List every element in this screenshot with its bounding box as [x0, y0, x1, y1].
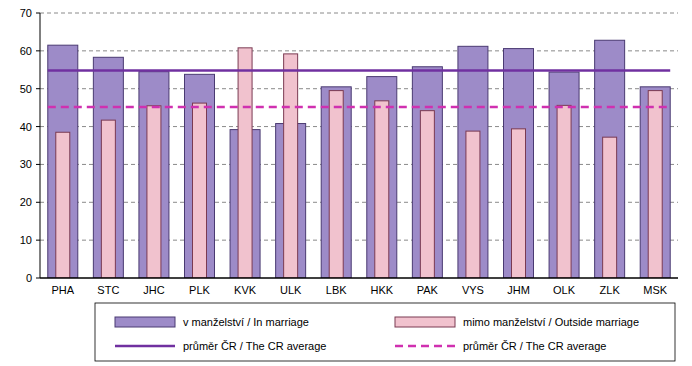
x-tick-label: JHM	[507, 284, 530, 296]
x-tick-label: PLK	[189, 284, 210, 296]
y-tick	[36, 202, 40, 203]
grid-line	[40, 126, 678, 127]
bar	[193, 103, 207, 278]
bar	[640, 87, 670, 278]
bar	[420, 111, 434, 278]
x-tick-label: STC	[97, 284, 119, 296]
bar	[412, 67, 442, 278]
bar	[549, 72, 579, 278]
y-axis	[40, 13, 41, 278]
y-tick-label: 0	[26, 272, 32, 284]
legend-box	[95, 303, 675, 361]
bar	[512, 129, 526, 278]
y-tick-label: 40	[20, 121, 32, 133]
bar	[56, 132, 70, 278]
legend-label: průměr ČR / The CR average	[183, 340, 326, 352]
y-tick	[36, 126, 40, 127]
x-tick-label: HKK	[370, 284, 393, 296]
bar	[185, 74, 215, 278]
legend-swatch	[115, 317, 175, 327]
bar	[101, 120, 115, 278]
legend-swatch	[395, 317, 455, 327]
bar	[504, 49, 534, 278]
y-tick-label: 10	[20, 234, 32, 246]
y-tick-label: 60	[20, 45, 32, 57]
bar	[147, 106, 161, 278]
x-tick-label: PAK	[417, 284, 439, 296]
bar	[329, 91, 343, 278]
legend-label: průměr ČR / The CR average	[463, 340, 606, 352]
legend-label: v manželství / In marriage	[183, 316, 309, 328]
y-tick	[36, 278, 40, 279]
x-tick-label: LBK	[326, 284, 347, 296]
x-tick-label: OLK	[553, 284, 576, 296]
x-tick-label: KVK	[234, 284, 257, 296]
legend-swatch	[395, 345, 455, 348]
y-tick	[36, 13, 40, 14]
y-tick-label: 30	[20, 158, 32, 170]
x-tick-label: JHC	[143, 284, 164, 296]
grid-line	[40, 240, 678, 241]
grid-line	[40, 164, 678, 165]
average-line	[48, 106, 670, 109]
bar	[238, 48, 252, 278]
x-axis	[40, 277, 678, 279]
grid-line	[40, 50, 678, 51]
y-tick	[36, 164, 40, 165]
plot-area	[48, 40, 670, 278]
y-tick-label: 70	[20, 7, 32, 19]
bar	[375, 101, 389, 278]
bar	[284, 54, 298, 278]
legend-swatch	[115, 345, 175, 348]
bar	[466, 131, 480, 278]
x-tick-label: PHA	[51, 284, 74, 296]
chart: 0 10 20 30 40 50 60 70 PHA STC JHC PLK KVK ULK LBK HKK P…	[0, 0, 692, 366]
y-tick-label: 20	[20, 196, 32, 208]
x-tick-label: VYS	[462, 284, 484, 296]
bar	[48, 45, 78, 278]
grid-line	[40, 13, 678, 14]
x-tick-label: ZLK	[600, 284, 621, 296]
x-tick-label: MSK	[643, 284, 668, 296]
grid-line	[40, 88, 678, 89]
average-line	[48, 69, 670, 72]
bar	[93, 57, 123, 278]
legend: v manželství / In marriage mimo manželstv…	[95, 303, 675, 361]
x-tick-label: ULK	[280, 284, 302, 296]
bar	[648, 91, 662, 278]
y-tick	[36, 240, 40, 241]
bar	[603, 137, 617, 278]
y-tick	[36, 50, 40, 51]
y-tick	[36, 88, 40, 89]
bar	[557, 105, 571, 278]
bar	[595, 40, 625, 278]
bar	[321, 87, 351, 278]
grid-line	[40, 202, 678, 203]
y-tick-label: 50	[20, 83, 32, 95]
bar	[139, 72, 169, 278]
bar	[458, 46, 488, 278]
legend-label: mimo manželství / Outside marriage	[463, 316, 639, 328]
